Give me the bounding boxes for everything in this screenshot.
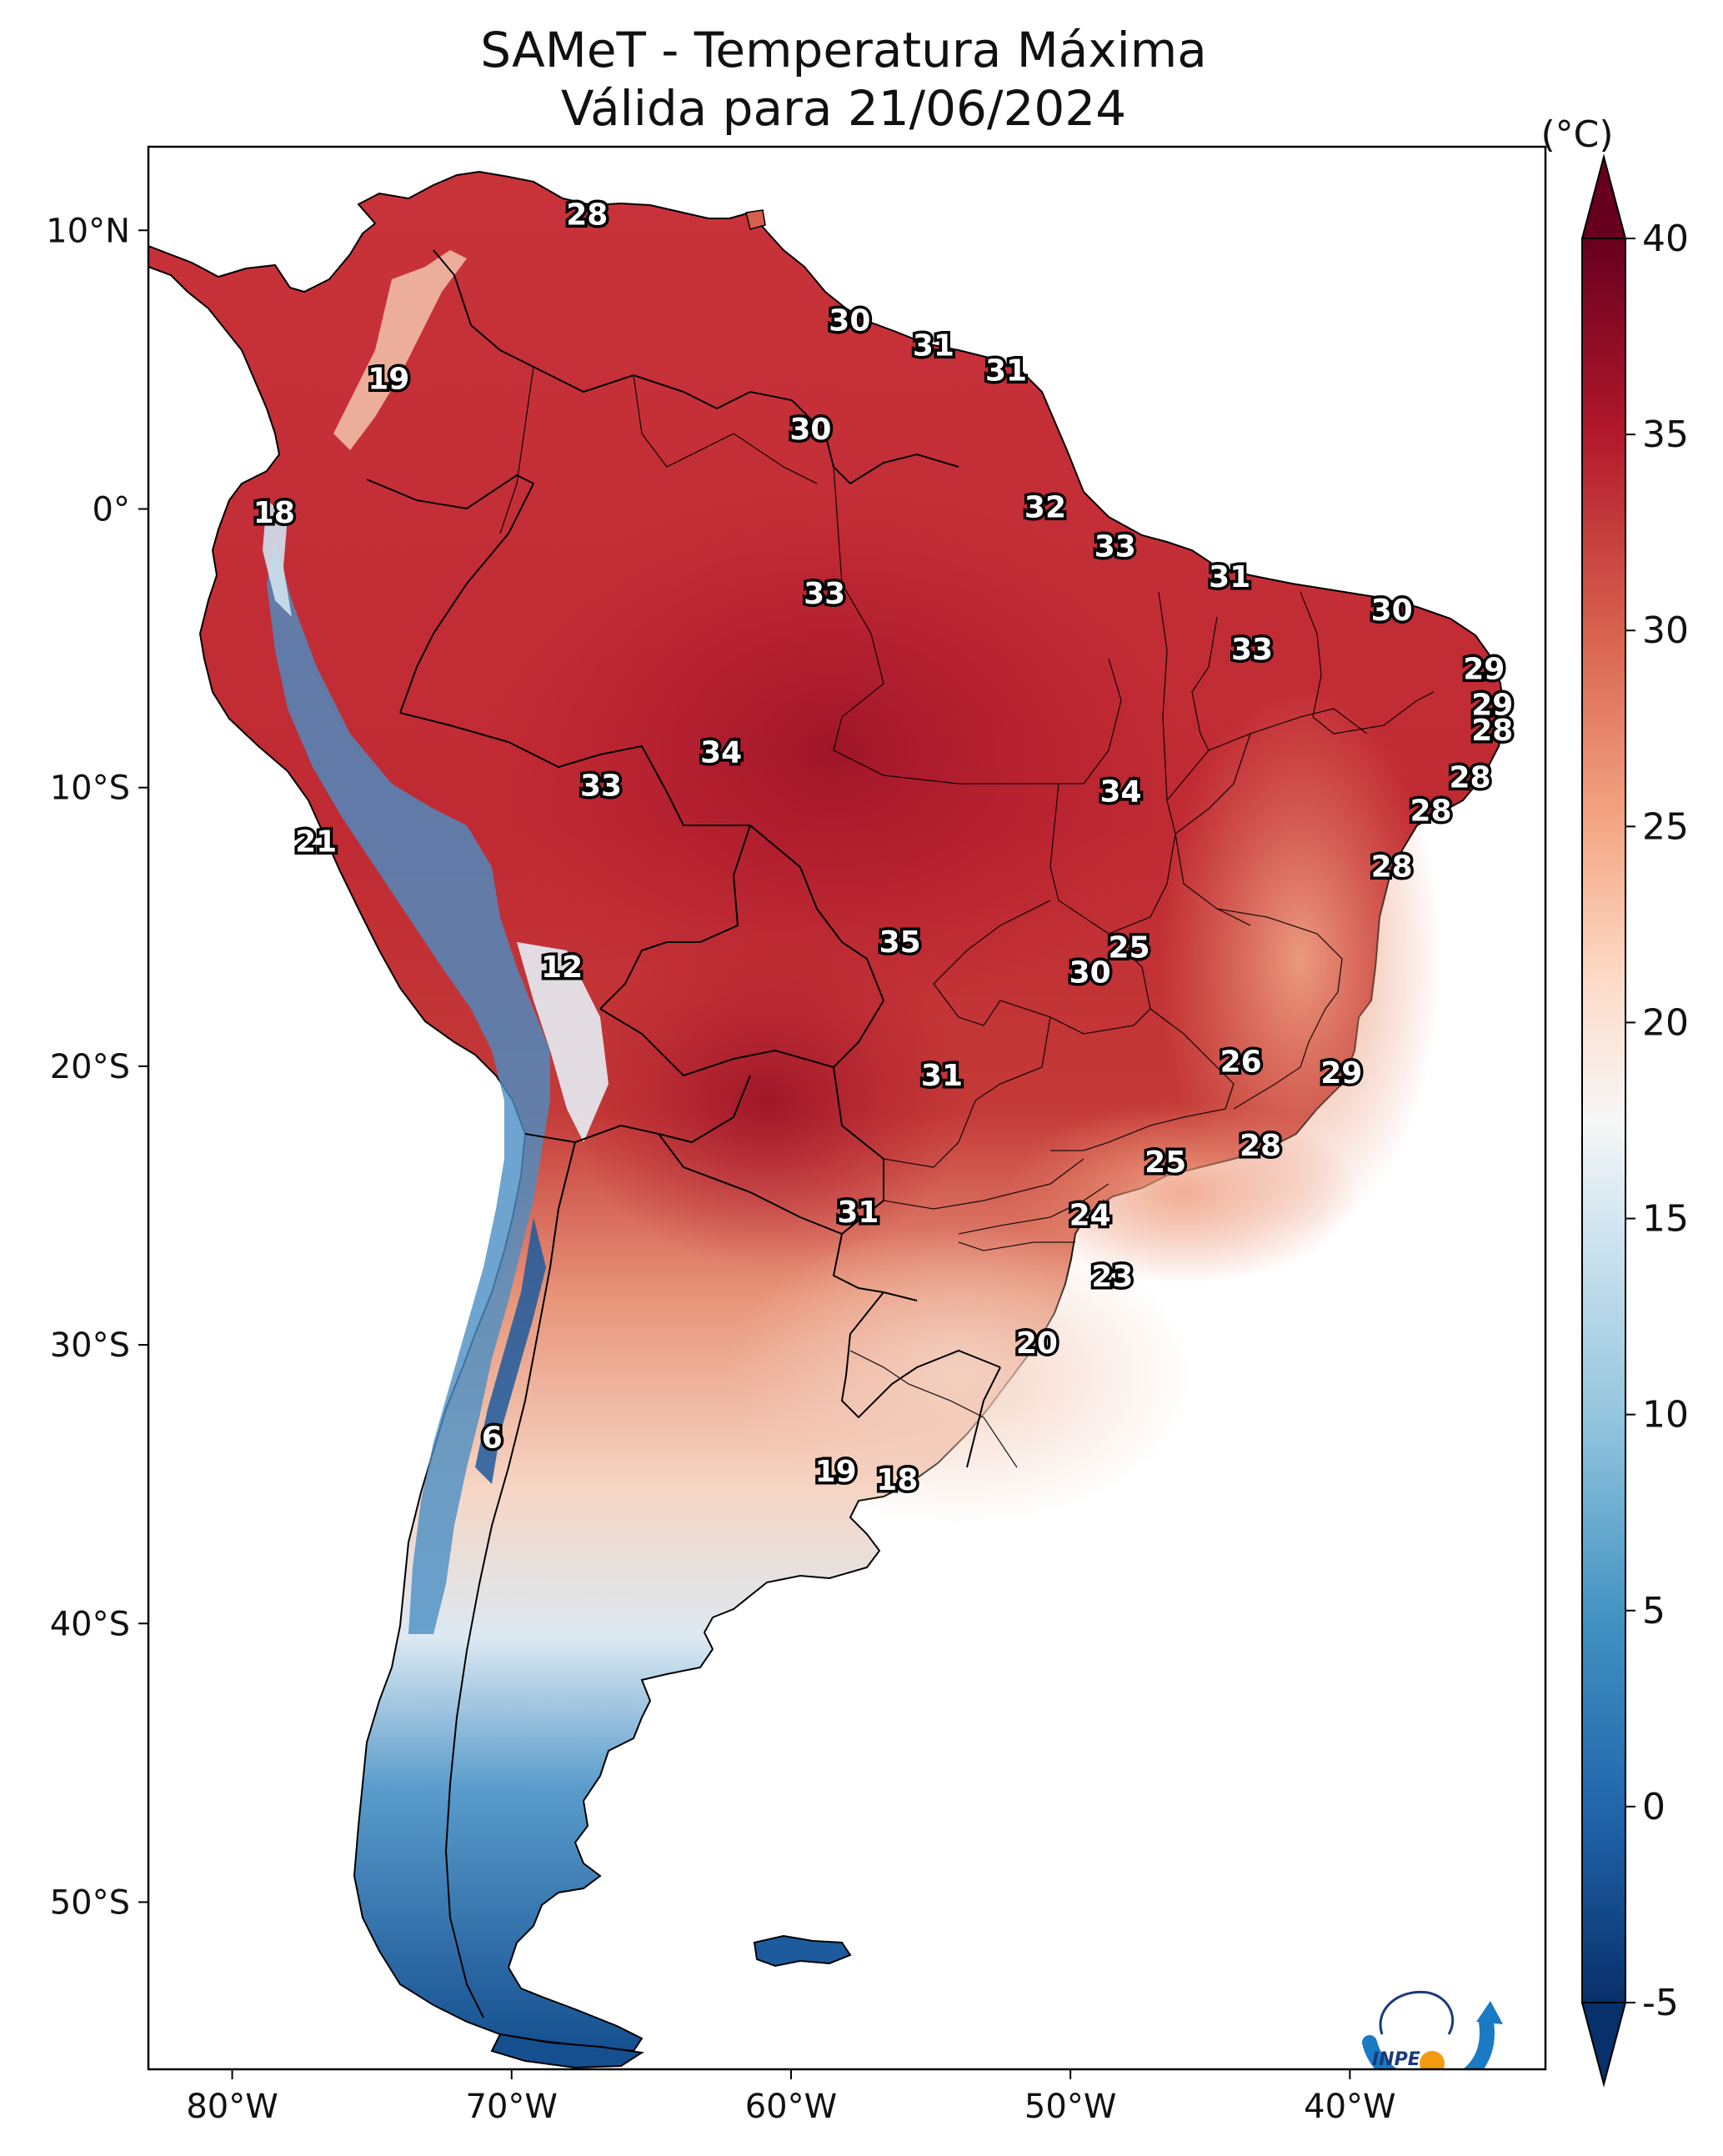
station-temperature-label: 33: [1094, 529, 1136, 564]
station-temperature-label: 33: [804, 577, 845, 611]
station-temperature-label: 29: [1471, 689, 1513, 723]
colombian-andes: [333, 250, 467, 450]
station-temperature-label: 6: [482, 1421, 503, 1456]
colorbar-max-extend: [1580, 153, 1627, 239]
colorbar-tick-label: 0: [1642, 1786, 1665, 1828]
trinidad-island: [745, 209, 766, 230]
station-temperature-label: 34: [1099, 775, 1141, 809]
station-temperature-label: 32: [1024, 490, 1066, 524]
colorbar-ticks: -5 0 5 10 15 20 25 30 35 40: [1625, 218, 1689, 2024]
station-temperature-label: 25: [1144, 1146, 1186, 1180]
colorbar-tick-label: 40: [1642, 218, 1689, 260]
colorbar-min-extend: [1580, 2002, 1627, 2088]
lat-tick-label: 10°S: [50, 770, 130, 808]
lat-tick-label: 40°S: [50, 1605, 130, 1643]
map-panel: INPE: [148, 170, 1506, 2070]
lat-tick-label: 10°N: [46, 212, 130, 250]
lon-tick-label: 40°W: [1304, 2088, 1395, 2126]
station-temperature-label: 20: [1016, 1326, 1058, 1361]
station-temperature-label: 28: [1471, 714, 1513, 748]
mild-south: [725, 1226, 1192, 1526]
colorbar-tick-label: 25: [1642, 805, 1689, 848]
station-temperature-label: 26: [1220, 1045, 1262, 1080]
country-borders: [366, 249, 1001, 2018]
map-axes-frame: [147, 145, 1547, 2071]
station-temperature-label: 35: [879, 925, 921, 960]
altiplano-cold: [517, 942, 609, 1142]
station-temperature-label: 18: [253, 496, 295, 530]
colorbar-unit-label: (°C): [1540, 113, 1613, 156]
station-temperature-label: 31: [837, 1196, 879, 1230]
colorbar-tick-label: -5: [1642, 1982, 1679, 2024]
latitude-ticks: 10°N 0° 10°S 20°S 30°S 40°S 50°S: [46, 212, 148, 1922]
ecuador-andes: [263, 500, 292, 617]
station-temperature-label: 12: [541, 950, 583, 985]
station-temperature-label: 28: [1371, 850, 1413, 885]
longitude-ticks: 80°W 70°W 60°W 50°W 40°W: [186, 2069, 1396, 2126]
lat-tick-label: 50°S: [50, 1883, 130, 1922]
heat-core-chaco: [567, 934, 967, 1267]
station-temperature-label: 31: [985, 354, 1027, 389]
station-temperature-label: 23: [1091, 1260, 1133, 1294]
station-temperature-label: 25: [1108, 931, 1150, 965]
andes-high-cold: [475, 1217, 546, 1484]
state-borders: [499, 366, 1435, 1468]
station-temperature-label: 19: [368, 363, 409, 397]
lon-tick-label: 80°W: [186, 2088, 278, 2126]
station-temperature-label: 30: [789, 413, 831, 447]
station-temperature-label: 30: [1069, 956, 1111, 990]
station-temperature-label: 29: [1320, 1056, 1362, 1091]
station-temperature-label: 31: [1209, 560, 1250, 594]
station-temperature-label: 30: [1371, 594, 1413, 628]
colorbar-outline: [1581, 238, 1626, 2003]
station-temperature-label: 19: [815, 1455, 857, 1489]
station-temperature-label: 34: [700, 736, 742, 770]
station-temperature-label: 28: [1240, 1129, 1281, 1163]
colorbar-tick-label: 20: [1642, 1001, 1689, 1044]
station-temperature-label: 28: [566, 198, 608, 233]
lat-tick-label: 30°S: [50, 1326, 130, 1365]
station-temperature-label: 30: [829, 304, 870, 338]
station-temperature-label: 21: [295, 825, 337, 860]
colorbar-tick-label: 10: [1642, 1394, 1689, 1436]
inpe-logo-text: INPE: [1372, 2049, 1420, 2070]
lon-tick-label: 60°W: [745, 2088, 837, 2126]
colorbar: (°C) -5 0 5 10 15 20 25 30 35 40: [1540, 113, 1689, 2088]
station-temperature-label: 33: [580, 770, 622, 804]
station-temperature-label: 28: [1449, 761, 1490, 795]
andes-cold-band: [267, 542, 550, 1634]
station-temperature-label: 18: [876, 1463, 918, 1497]
lon-tick-label: 50°W: [1024, 2088, 1116, 2126]
colorbar-tick-label: 5: [1642, 1590, 1665, 1632]
station-temperature-label: 31: [913, 329, 954, 364]
falkland-islands: [753, 1934, 852, 1968]
station-temperature-label: 33: [1231, 633, 1273, 667]
colorbar-tick-label: 15: [1642, 1198, 1689, 1241]
station-temperature-label: 31: [921, 1059, 963, 1093]
map-title-line2: Válida para 21/06/2024: [561, 80, 1126, 137]
map-title-line1: SAMeT - Temperatura Máxima: [480, 22, 1207, 78]
lon-tick-label: 70°W: [466, 2088, 558, 2126]
station-temperature-label: 24: [1069, 1198, 1111, 1232]
colorbar-body: [1582, 238, 1625, 2003]
station-temperature-label: 29: [1463, 652, 1505, 686]
tierra-del-fuego: [490, 2033, 644, 2069]
colorbar-tick-label: 35: [1642, 414, 1689, 456]
inpe-logo: INPE: [1362, 1990, 1503, 2070]
lat-tick-label: 0°: [93, 490, 130, 529]
lat-tick-label: 20°S: [50, 1048, 130, 1086]
station-temperature-label: 28: [1410, 795, 1452, 829]
colorbar-tick-label: 30: [1642, 609, 1689, 652]
